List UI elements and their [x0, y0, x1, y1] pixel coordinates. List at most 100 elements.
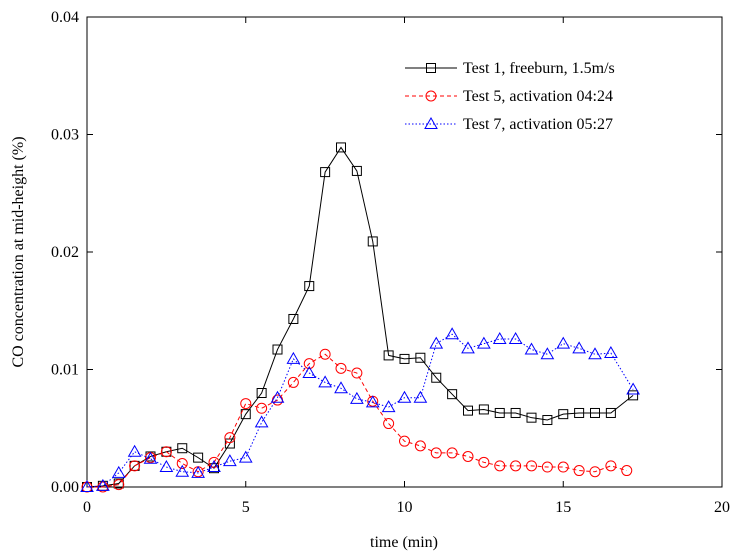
data-point — [318, 375, 332, 388]
data-point — [160, 446, 172, 458]
data-point — [588, 347, 602, 360]
data-point — [256, 388, 267, 398]
data-point — [510, 407, 521, 418]
data-point — [558, 409, 569, 420]
data-point — [176, 458, 188, 469]
data-point — [589, 466, 601, 478]
data-point — [143, 451, 158, 464]
legend-marker — [426, 63, 436, 73]
data-point — [508, 331, 523, 344]
data-point — [336, 142, 346, 153]
data-point — [573, 465, 585, 477]
series-line — [86, 333, 634, 488]
x-axis-label: time (min) — [370, 534, 438, 551]
data-point — [510, 460, 522, 472]
data-point — [238, 450, 253, 463]
data-point — [320, 167, 331, 178]
data-point — [159, 460, 174, 473]
data-point — [414, 440, 426, 452]
data-point — [175, 464, 190, 477]
data-point — [287, 376, 299, 388]
data-point — [445, 327, 459, 340]
data-point — [80, 479, 94, 492]
data-point — [461, 341, 475, 354]
data-point — [478, 456, 490, 468]
series-line — [87, 353, 627, 488]
y-tick-label: 0.02 — [51, 244, 79, 261]
data-point — [335, 362, 347, 374]
data-point — [351, 165, 362, 176]
data-point — [447, 389, 458, 400]
data-point — [430, 447, 442, 459]
data-point — [96, 478, 110, 491]
y-tick-label: 0.03 — [51, 127, 79, 144]
x-tick-label: 10 — [397, 499, 413, 516]
data-point — [224, 438, 235, 449]
y-tick-label: 0.04 — [51, 9, 79, 26]
data-point — [177, 443, 188, 454]
x-tick-label: 0 — [83, 499, 91, 516]
data-point — [288, 313, 299, 324]
data-point — [605, 460, 617, 472]
data-point — [462, 450, 474, 462]
data-point — [626, 382, 640, 395]
x-tick-label: 5 — [242, 499, 250, 516]
data-point — [572, 341, 586, 354]
data-point — [383, 350, 394, 361]
legend-label: Test 7, activation 05:27 — [463, 116, 613, 133]
data-point — [621, 465, 633, 477]
legend-marker — [425, 90, 437, 102]
data-point — [224, 432, 236, 444]
data-point — [492, 331, 507, 344]
data-point — [429, 336, 444, 349]
legend-label: Test 1, freeburn, 1.5m/s — [463, 60, 615, 77]
data-point — [111, 465, 126, 478]
data-point — [542, 415, 553, 426]
data-point — [628, 390, 639, 401]
data-point — [413, 390, 428, 403]
x-tick-label: 15 — [555, 499, 571, 516]
data-point — [350, 391, 364, 404]
data-point — [494, 407, 505, 418]
data-point — [127, 444, 142, 457]
data-point — [304, 281, 315, 292]
data-point — [605, 407, 616, 418]
data-point — [604, 346, 618, 359]
data-point — [367, 236, 378, 247]
data-point — [446, 447, 458, 459]
data-point — [256, 402, 268, 414]
data-point — [381, 400, 396, 413]
data-point — [240, 409, 251, 420]
y-axis-label: CO concentration at mid-height (%) — [10, 136, 27, 367]
data-point — [270, 390, 285, 403]
data-point — [526, 412, 537, 423]
data-point — [556, 336, 571, 349]
data-point — [286, 351, 301, 364]
plot-frame — [86, 16, 723, 488]
data-point — [431, 372, 442, 383]
data-point — [383, 418, 395, 430]
data-point — [113, 479, 125, 491]
y-tick-label: 0.00 — [51, 479, 79, 496]
data-point — [240, 398, 252, 410]
data-point — [541, 461, 553, 473]
data-point — [397, 390, 412, 403]
data-point — [351, 367, 363, 379]
data-point — [574, 407, 585, 418]
data-point — [365, 395, 380, 408]
data-point — [303, 358, 315, 370]
data-point — [129, 460, 141, 472]
data-point — [254, 415, 269, 428]
data-point — [207, 460, 221, 473]
data-point — [223, 454, 237, 467]
data-point — [319, 348, 331, 360]
data-point — [193, 452, 204, 463]
series-line — [86, 146, 634, 488]
data-point — [463, 405, 473, 416]
data-point — [540, 347, 555, 360]
data-point — [494, 460, 506, 472]
data-point — [557, 461, 569, 473]
data-point — [477, 336, 491, 349]
data-point — [334, 381, 348, 394]
